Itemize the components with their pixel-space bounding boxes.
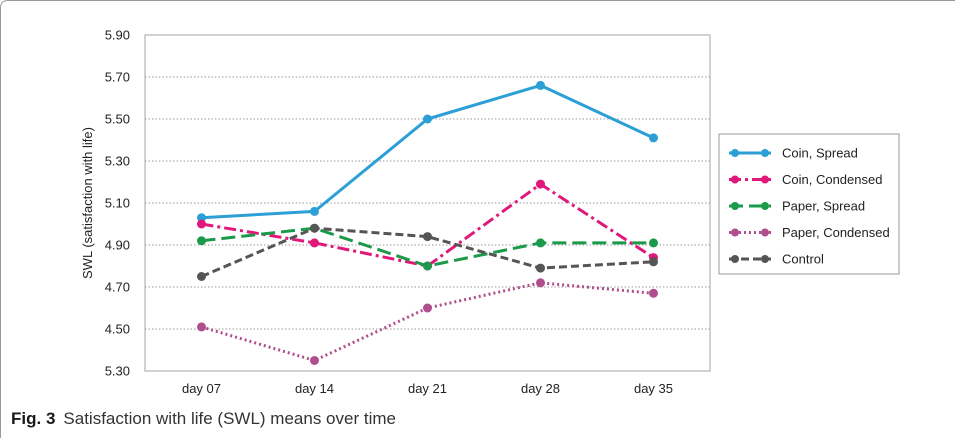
data-point bbox=[649, 257, 658, 267]
legend-marker bbox=[731, 175, 739, 184]
legend-item: Coin, Condensed bbox=[729, 172, 882, 187]
y-tick-label: 4.90 bbox=[105, 238, 130, 253]
legend-item: Control bbox=[729, 252, 824, 267]
data-point bbox=[197, 219, 206, 229]
x-tick-label: day 28 bbox=[521, 381, 560, 396]
series-3 bbox=[197, 278, 658, 365]
x-tick-label: day 21 bbox=[408, 381, 447, 396]
legend-label: Coin, Condensed bbox=[782, 172, 882, 187]
y-axis-label: SWL (satisfaction with life) bbox=[80, 127, 95, 279]
data-point bbox=[536, 80, 545, 90]
data-point bbox=[536, 179, 545, 189]
legend-marker bbox=[761, 175, 769, 184]
data-point bbox=[423, 303, 432, 313]
legend-item: Paper, Condensed bbox=[729, 225, 890, 240]
series-line bbox=[201, 182, 655, 268]
x-tick-label: day 07 bbox=[182, 381, 221, 396]
data-point bbox=[423, 261, 432, 271]
data-point bbox=[310, 223, 319, 233]
data-point bbox=[310, 356, 319, 365]
data-point bbox=[197, 322, 206, 332]
legend-marker bbox=[731, 149, 739, 157]
data-point bbox=[423, 232, 432, 242]
y-tick-label: 5.50 bbox=[105, 112, 130, 127]
y-axis-tick-labels: 5.30 4.50 4.70 4.90 5.10 5.30 5.50 5.70 5.90 bbox=[105, 28, 130, 379]
y-tick-label: 5.90 bbox=[105, 28, 130, 43]
legend-marker bbox=[761, 149, 769, 157]
legend-box bbox=[718, 133, 900, 275]
legend-marker bbox=[761, 202, 769, 210]
y-tick-label: 4.70 bbox=[105, 280, 130, 295]
y-tick-label: 4.50 bbox=[105, 322, 130, 337]
caption-text: Satisfaction with life (SWL) means over … bbox=[63, 409, 396, 428]
legend-label: Paper, Spread bbox=[782, 199, 865, 214]
y-tick-label: 5.10 bbox=[105, 196, 130, 211]
legend-item: Coin, Spread bbox=[729, 146, 858, 161]
line-chart: 5.30 4.50 4.70 4.90 5.10 5.30 5.50 5.70 5.90 day… bbox=[80, 28, 900, 396]
y-tick-label: 5.70 bbox=[105, 70, 130, 85]
data-point bbox=[310, 206, 319, 216]
legend-marker bbox=[731, 202, 739, 210]
data-point bbox=[536, 263, 545, 273]
data-point bbox=[649, 238, 658, 248]
plot-area-border bbox=[144, 34, 711, 372]
data-point bbox=[197, 236, 206, 246]
series-lines bbox=[197, 80, 658, 365]
data-point bbox=[649, 133, 658, 143]
legend-marker bbox=[731, 228, 739, 237]
x-tick-label: day 14 bbox=[295, 381, 334, 396]
data-point bbox=[423, 114, 432, 124]
legend-item: Paper, Spread bbox=[729, 199, 865, 214]
data-point bbox=[536, 278, 545, 288]
figure-caption: Fig. 3 Satisfaction with life (SWL) means… bbox=[11, 409, 396, 429]
legend-label: Paper, Condensed bbox=[782, 225, 890, 240]
series-1 bbox=[197, 179, 658, 271]
figure-label: Fig. 3 bbox=[11, 409, 56, 428]
y-tick-label: 5.30 bbox=[105, 154, 130, 169]
legend-marker bbox=[731, 255, 739, 263]
legend-marker bbox=[761, 255, 769, 263]
data-point bbox=[310, 238, 319, 248]
x-axis-tick-labels: day 07 day 14 day 21 day 28 day 35 bbox=[182, 381, 673, 396]
legend-marker bbox=[761, 228, 769, 237]
data-point bbox=[197, 213, 206, 223]
legend-label: Control bbox=[782, 252, 824, 267]
legend-label: Coin, Spread bbox=[782, 146, 858, 161]
series-0 bbox=[197, 80, 658, 223]
x-tick-label: day 35 bbox=[634, 381, 673, 396]
series-2 bbox=[197, 223, 658, 271]
y-tick-label: 5.30 bbox=[105, 364, 130, 379]
series-4 bbox=[197, 223, 658, 281]
data-point bbox=[536, 238, 545, 248]
series-line bbox=[201, 83, 655, 220]
series-line bbox=[200, 226, 654, 278]
legend: Coin, Spread Coin, Condensed Paper, Spread… bbox=[718, 133, 900, 275]
data-point bbox=[197, 272, 206, 281]
series-line bbox=[201, 281, 654, 362]
data-point bbox=[649, 288, 658, 298]
